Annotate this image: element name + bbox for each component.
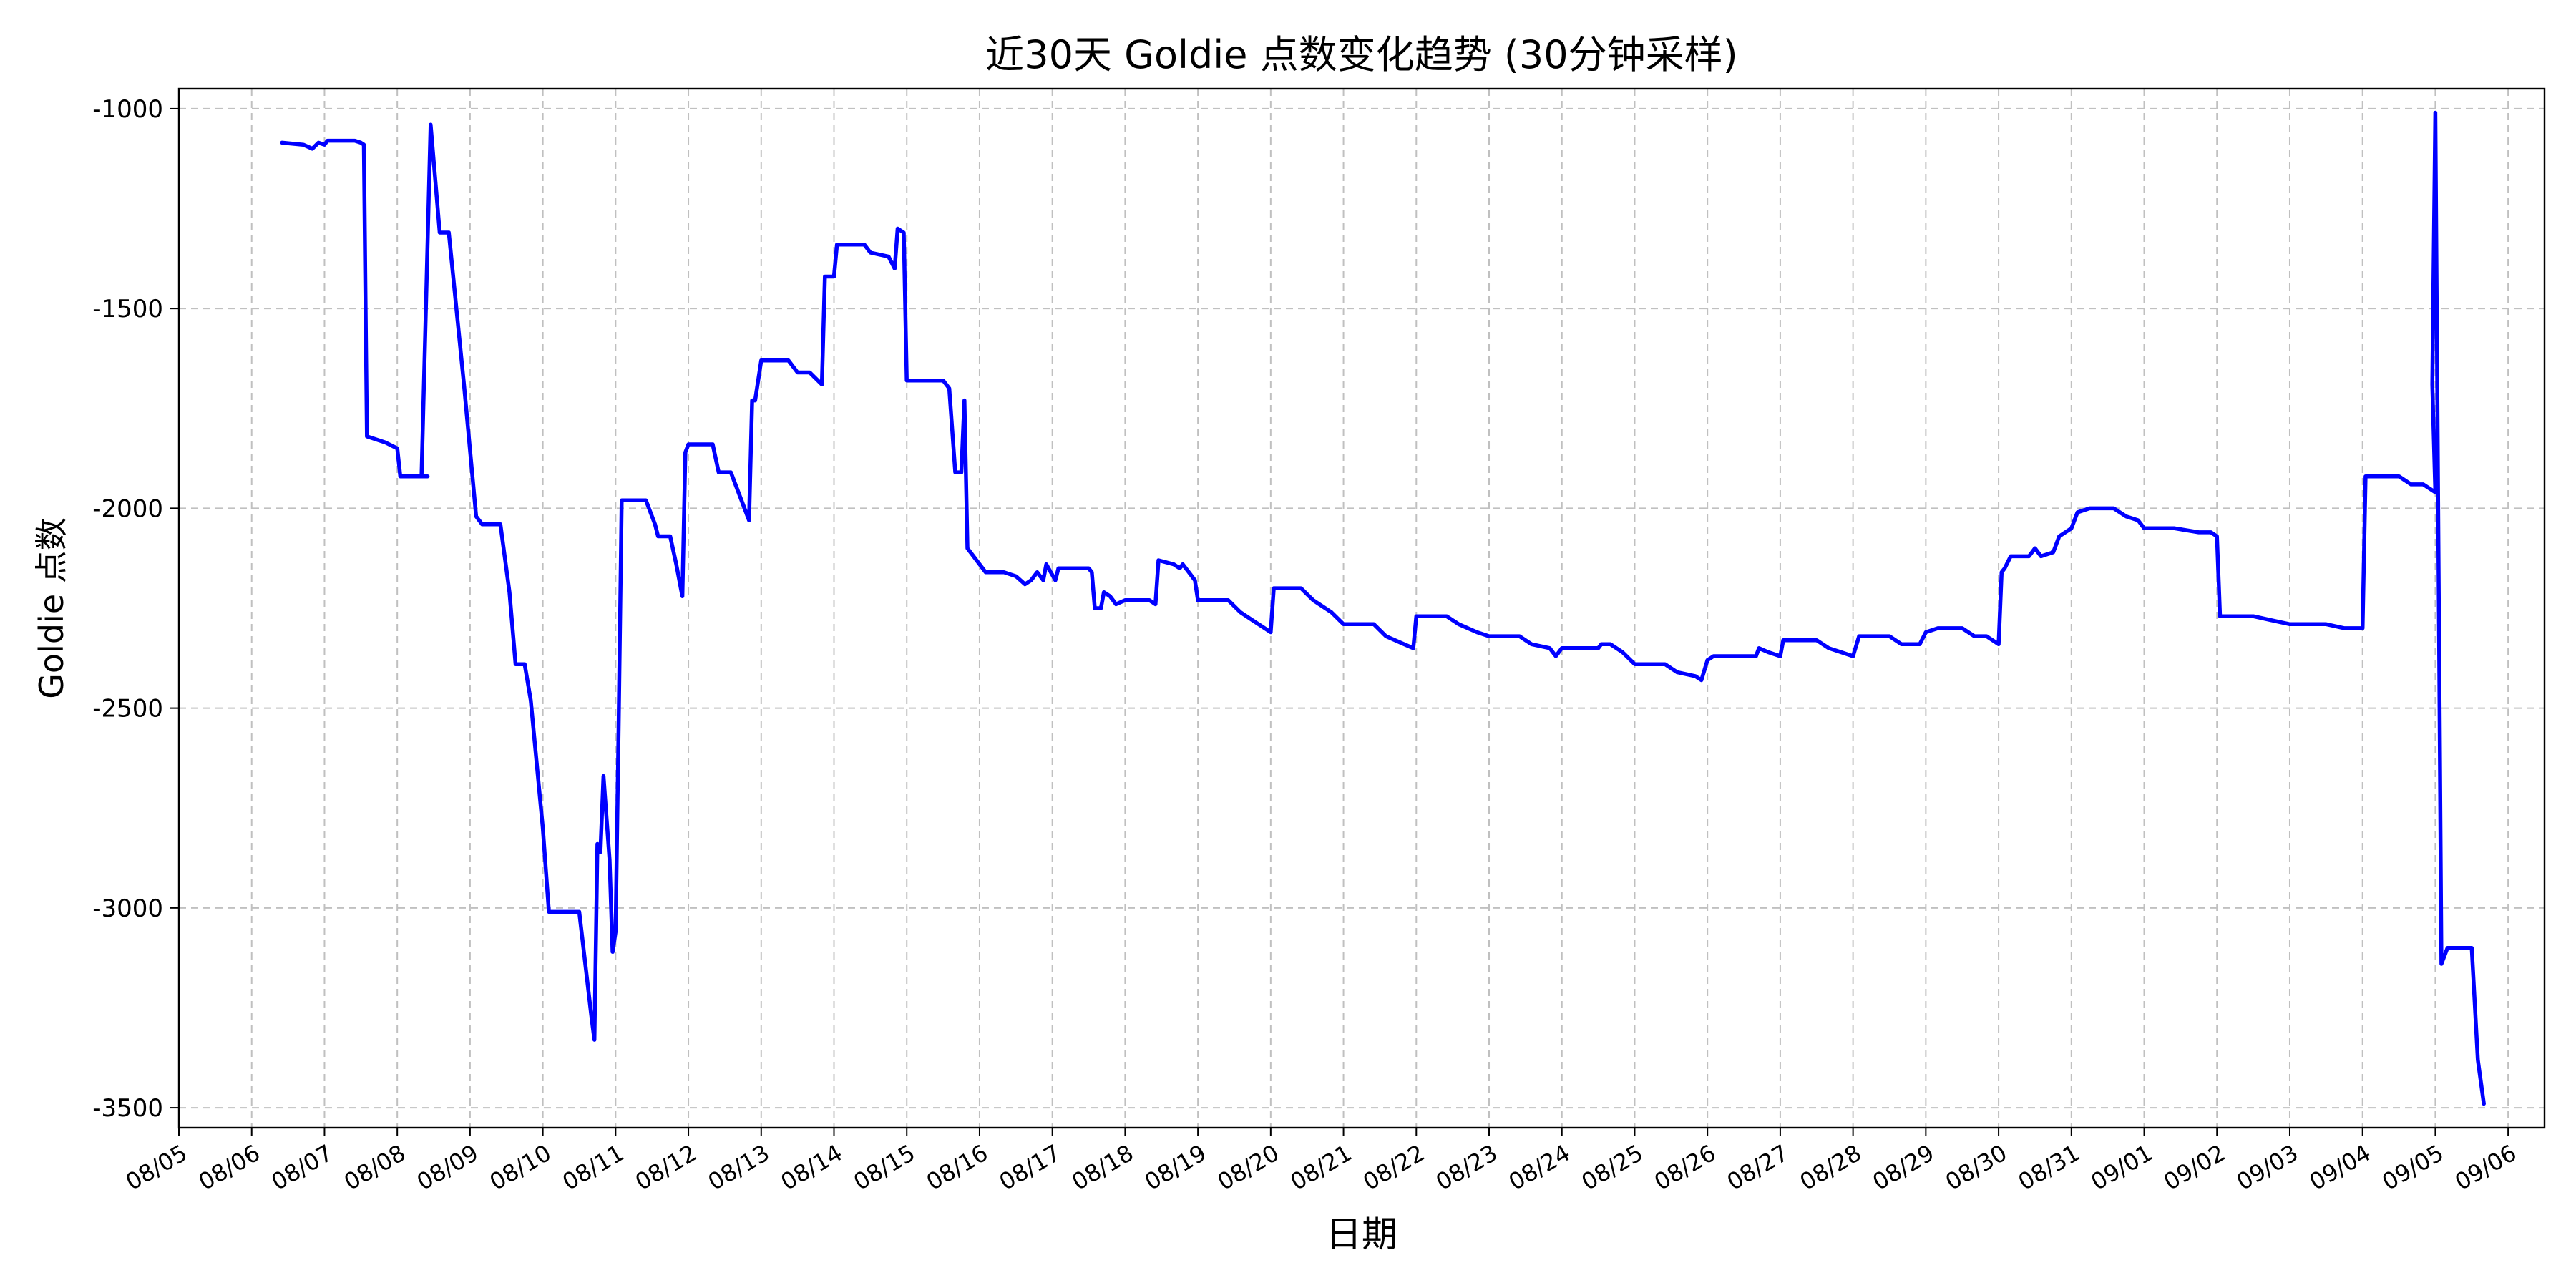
series-line xyxy=(280,110,2486,1106)
y-tick-label: -2000 xyxy=(92,494,163,523)
y-tick-label: -2500 xyxy=(92,695,163,723)
y-axis-label: Goldie 点数 xyxy=(32,517,71,698)
y-tick-label: -1000 xyxy=(92,95,163,124)
gridlines xyxy=(178,89,2545,1128)
x-axis-ticks: 08/05 08/06 08/07 08/08 08/09 08/10 08/11 08/12… xyxy=(121,1128,2521,1196)
y-axis-ticks: -1000 -1500 -2000 -2500 -3000 -3500 xyxy=(92,95,179,1123)
y-tick-label: -3000 xyxy=(92,894,163,923)
series-lines xyxy=(280,110,2486,1106)
chart-title: 近30天 Goldie 点数变化趋势 (30分钟采样) xyxy=(985,32,1737,77)
y-tick-label: -1500 xyxy=(92,295,163,323)
x-axis-label: 日期 xyxy=(1326,1214,1397,1255)
y-tick-label: -3500 xyxy=(92,1094,163,1123)
plot-frame xyxy=(177,87,2546,1129)
